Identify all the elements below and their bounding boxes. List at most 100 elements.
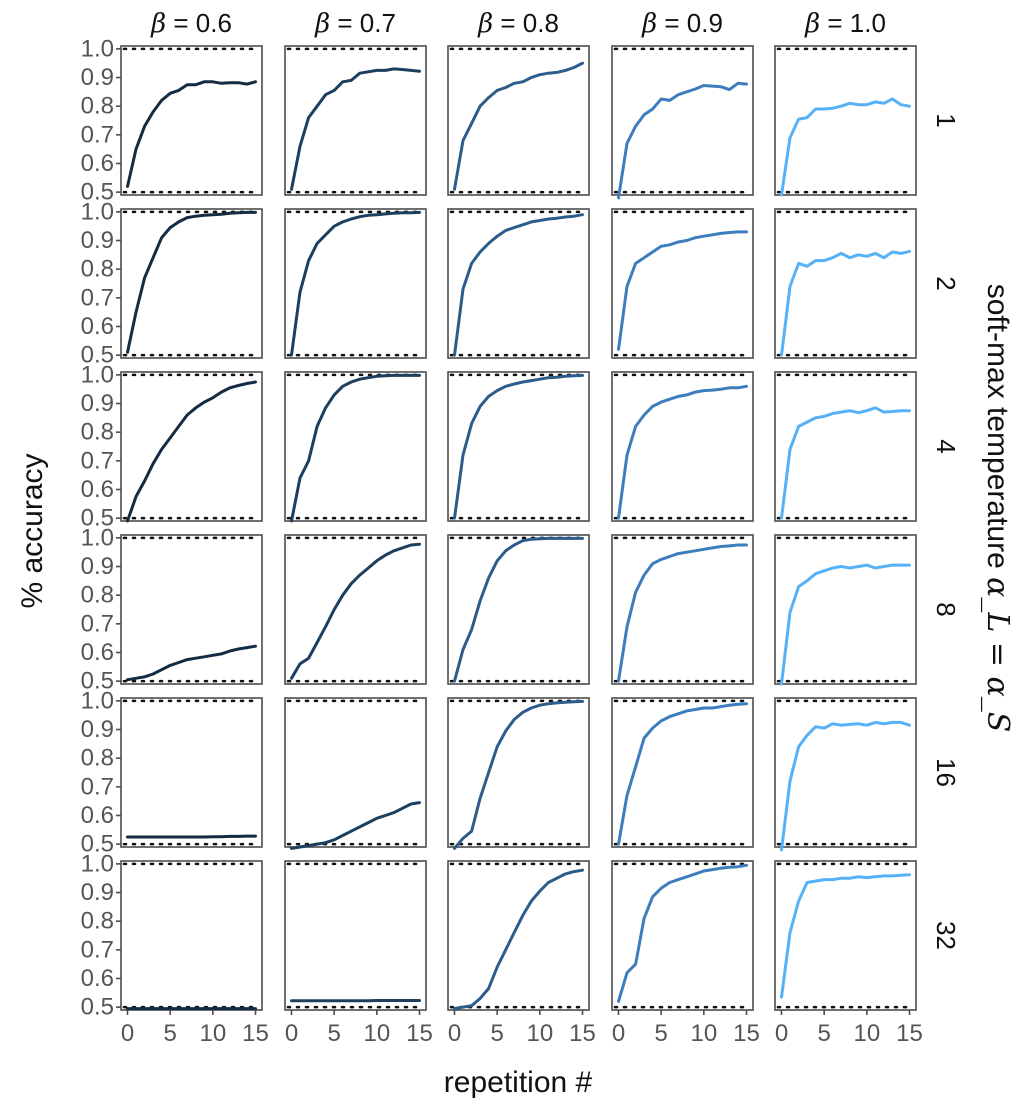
panel-r5-c4 — [774, 860, 917, 1011]
panel-frame — [120, 45, 263, 196]
panel-r2-c2 — [447, 371, 590, 522]
panel-frame — [774, 371, 917, 522]
column-strip-label-value: = 0.8 — [493, 8, 559, 38]
series-line — [126, 80, 257, 188]
column-strip-label-symbol: β — [477, 9, 493, 39]
panel-r3-c4 — [774, 534, 917, 686]
y-tick-label: 0.7 — [81, 773, 114, 800]
panel-r1-c3 — [611, 208, 754, 359]
column-strip-label: β = 0.9 — [641, 8, 723, 39]
panel-frame — [120, 534, 263, 685]
column-strip-label-symbol: β — [804, 9, 820, 39]
column-strip-label-value: = 0.9 — [657, 8, 723, 38]
series-line — [780, 563, 911, 686]
y-axis-title: % accuracy — [16, 453, 49, 608]
series-line — [780, 249, 911, 357]
panel-r3-c1 — [284, 534, 427, 685]
panel-r1-c4 — [774, 208, 917, 359]
series-line — [617, 230, 748, 351]
row-strip-label: 8 — [931, 602, 961, 616]
series-line — [126, 834, 257, 839]
panel-r0-c1 — [284, 45, 427, 196]
x-tick-label: 0 — [775, 1020, 788, 1047]
y-tick-label: 0.9 — [81, 553, 114, 580]
panel-frame — [284, 371, 427, 522]
panel-r1-c0 — [120, 208, 263, 359]
panel-r4-c2 — [447, 697, 590, 850]
panel-r5-c0 — [120, 860, 263, 1011]
row-strip-label: 2 — [931, 276, 961, 290]
x-tick-label: 0 — [285, 1020, 298, 1047]
column-strip-label: β = 1.0 — [804, 8, 886, 39]
y-tick-label: 1.0 — [81, 35, 114, 62]
panel-r4-c1 — [284, 697, 427, 850]
y-tick-label: 0.9 — [81, 716, 114, 743]
y-tick-label: 0.7 — [81, 284, 114, 311]
y-tick-label: 1.0 — [81, 850, 114, 877]
y-tick-label: 0.6 — [81, 965, 114, 992]
y-tick-label: 0.7 — [81, 610, 114, 637]
panel-frame — [774, 860, 917, 1011]
y-tick-label: 0.8 — [81, 256, 114, 283]
panel-frame — [120, 208, 263, 359]
panel-frame — [611, 45, 754, 196]
y-tick-label: 0.9 — [81, 64, 114, 91]
row-strip-label: 4 — [931, 439, 961, 453]
row-strip-label: 32 — [931, 921, 961, 950]
panel-r0-c2 — [447, 45, 590, 196]
y-tick-label: 0.8 — [81, 582, 114, 609]
series-line — [617, 543, 748, 683]
panel-r5-c1 — [284, 860, 427, 1011]
y-tick-label: 0.6 — [81, 639, 114, 666]
panel-r0-c0 — [120, 45, 263, 196]
panel-r5-c3 — [611, 860, 754, 1011]
y-tick-label: 1.0 — [81, 198, 114, 225]
series-line — [453, 61, 584, 191]
y-tick-label: 0.6 — [81, 313, 114, 340]
y-tick-label: 0.7 — [81, 447, 114, 474]
panel-r2-c1 — [284, 371, 427, 523]
series-line — [780, 720, 911, 852]
x-tick-label: 10 — [526, 1020, 553, 1047]
column-strip-label-value: = 0.7 — [330, 8, 396, 38]
y-tick-label: 0.7 — [81, 121, 114, 148]
panel-frame — [120, 697, 263, 848]
panel-frame — [447, 534, 590, 685]
x-tick-label: 0 — [448, 1020, 461, 1047]
panel-frame — [284, 208, 427, 359]
row-facet-title: soft-max temperature α_L = α_S — [980, 284, 1015, 733]
x-tick-label: 15 — [242, 1020, 269, 1047]
series-line — [126, 380, 257, 523]
x-tick-label: 10 — [363, 1020, 390, 1047]
series-line — [617, 702, 748, 846]
column-strip-label: β = 0.8 — [477, 8, 559, 39]
series-line — [290, 210, 421, 357]
y-tick-label: 0.8 — [81, 745, 114, 772]
series-line — [290, 542, 421, 680]
x-tick-label: 15 — [406, 1020, 433, 1047]
x-axis: 0 5 10 15 0 5 10 15 0 5 10 15 0 5 10 15 0 5 10 15 — [121, 1010, 923, 1047]
column-strip-label-value: = 1.0 — [820, 8, 886, 38]
y-tick-label: 0.6 — [81, 476, 114, 503]
x-tick-label: 10 — [690, 1020, 717, 1047]
column-strip-label-symbol: β — [314, 9, 330, 39]
panel-r3-c0 — [120, 534, 263, 685]
series-line — [290, 801, 421, 850]
x-tick-label: 5 — [490, 1020, 503, 1047]
panel-frame — [447, 860, 590, 1011]
column-strip-label-symbol: β — [641, 9, 657, 39]
y-tick-label: 0.6 — [81, 150, 114, 177]
y-tick-label: 0.6 — [81, 802, 114, 829]
x-tick-label: 5 — [654, 1020, 667, 1047]
y-tick-label: 0.9 — [81, 879, 114, 906]
panel-r4-c0 — [120, 697, 263, 848]
row-facet-title-math: α_L = α_S — [980, 577, 1015, 732]
row-strip-label: 16 — [931, 758, 961, 787]
panel-frame — [447, 697, 590, 848]
x-tick-label: 0 — [121, 1020, 134, 1047]
panel-frame — [447, 208, 590, 359]
panels — [120, 45, 917, 1011]
y-tick-label: 1.0 — [81, 687, 114, 714]
panel-r4-c3 — [611, 697, 754, 848]
